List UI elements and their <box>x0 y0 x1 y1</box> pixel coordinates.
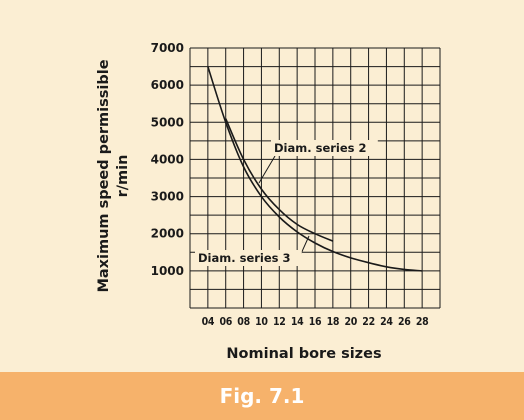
y-tick-label: 7000 <box>151 41 184 55</box>
y-axis-label-line1: Maximum speed permissible <box>96 59 112 292</box>
x-tick-label: 26 <box>398 316 411 328</box>
x-tick-label: 20 <box>344 316 357 328</box>
x-tick-label: 16 <box>309 316 322 328</box>
x-tick-label: 18 <box>327 316 340 328</box>
diam-series-2-label-bg <box>271 140 378 156</box>
x-tick-labels: 04 06 08 10 12 14 16 18 20 22 24 26 28 <box>202 316 429 328</box>
diam-series-2-leader <box>258 155 276 184</box>
x-tick-label: 06 <box>219 316 232 328</box>
y-tick-label: 6000 <box>151 78 184 92</box>
y-tick-labels: 1000 2000 3000 4000 5000 6000 7000 <box>151 41 184 278</box>
y-tick-label: 4000 <box>151 152 184 166</box>
figure-caption: Fig. 7.1 <box>219 384 305 408</box>
chart-panel: 1000 2000 3000 4000 5000 6000 7000 04 06 08 10 12 1… <box>0 0 524 372</box>
x-tick-label: 14 <box>291 316 304 328</box>
x-tick-label: 28 <box>416 316 429 328</box>
x-tick-label: 08 <box>237 316 250 328</box>
series-labels: Diam. series 2 Diam. series 3 <box>195 140 378 266</box>
caption-bar: Fig. 7.1 <box>0 372 524 420</box>
y-tick-label: 2000 <box>151 227 184 241</box>
x-tick-label: 22 <box>362 316 375 328</box>
x-axis-label: Nominal bore sizes <box>226 346 381 362</box>
y-tick-label: 1000 <box>151 264 184 278</box>
y-axis-label-line2: r/min <box>115 155 131 198</box>
diam-series-2-label: Diam. series 2 <box>274 141 367 155</box>
diam-series-3-label: Diam. series 3 <box>198 251 291 265</box>
y-tick-label: 3000 <box>151 190 184 204</box>
diam-series-3-label-bg <box>195 250 302 266</box>
curves <box>207 66 423 272</box>
y-tick-label: 5000 <box>151 115 184 129</box>
series-line-diam-2 <box>207 66 423 272</box>
x-tick-label: 12 <box>273 316 286 328</box>
x-tick-label: 24 <box>380 316 393 328</box>
chart-svg: 1000 2000 3000 4000 5000 6000 7000 04 06 08 10 12 1… <box>96 41 441 362</box>
x-tick-label: 10 <box>255 316 268 328</box>
series-line-diam-3 <box>224 118 334 242</box>
x-tick-label: 04 <box>202 316 215 328</box>
